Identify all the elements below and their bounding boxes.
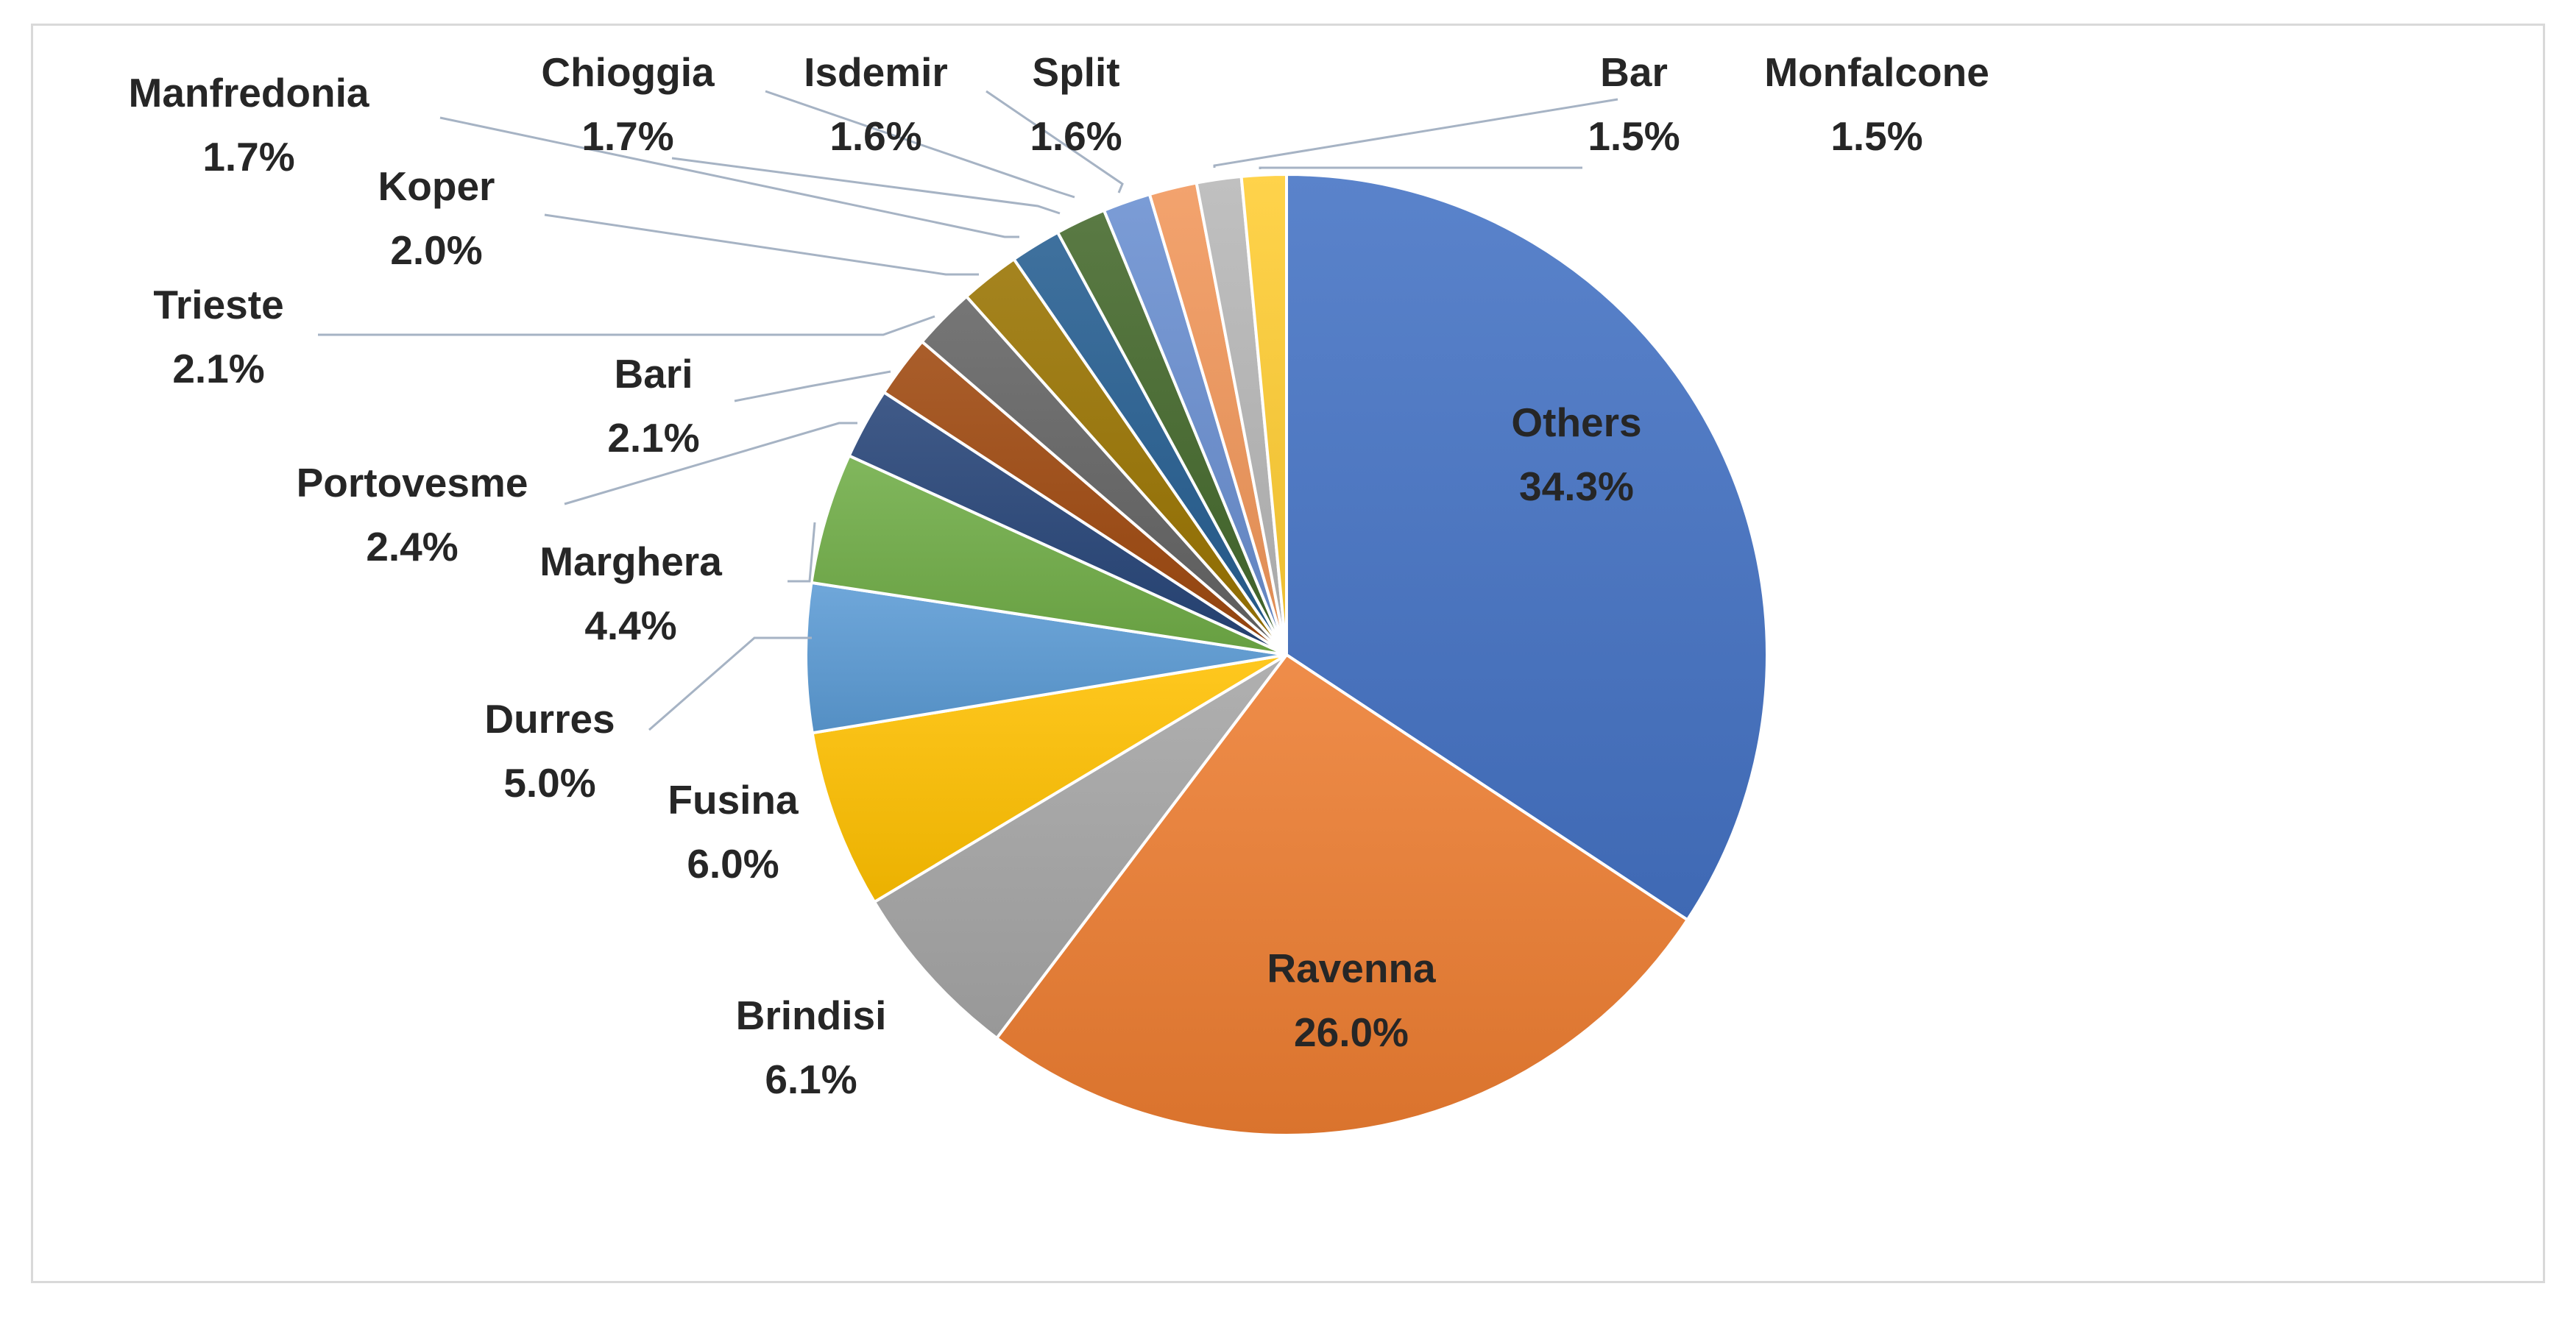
slice-brindisi <box>872 653 1288 1040</box>
leader-line-marghera <box>788 522 816 583</box>
leader-line-koper <box>544 213 979 276</box>
leader-line-isdemir <box>765 90 1075 199</box>
leader-line-portovesme <box>564 422 857 505</box>
slice-label-bari: Bari <box>615 351 693 397</box>
slice-ravenna <box>994 653 1690 1137</box>
leader-line-monfalcone <box>1259 166 1582 169</box>
slice-marghera <box>810 453 1287 656</box>
slice-value-label-durres: 5.0% <box>503 760 595 806</box>
slice-monfalcone <box>1239 172 1288 656</box>
leader-line-trieste <box>318 315 935 336</box>
slice-label-bar: Bar <box>1600 49 1668 95</box>
leader-line-bari <box>734 370 891 402</box>
slice-label-fusina: Fusina <box>668 777 799 823</box>
slice-value-label-split: 1.6% <box>1030 113 1122 159</box>
slice-label-trieste: Trieste <box>153 282 283 327</box>
slice-label-chioggia: Chioggia <box>541 49 715 95</box>
slice-value-label-fusina: 6.0% <box>687 841 779 887</box>
slice-label-marghera: Marghera <box>539 539 722 584</box>
slice-value-label-portovesme: 2.4% <box>366 524 458 569</box>
slice-value-label-bari: 2.1% <box>607 415 699 461</box>
slice-value-label-monfalcone: 1.5% <box>1830 113 1922 159</box>
leader-line-bar <box>1213 98 1618 168</box>
leader-line-durres <box>648 636 812 731</box>
slice-label-isdemir: Isdemir <box>804 49 948 95</box>
slice-label-brindisi: Brindisi <box>736 993 887 1038</box>
slice-label-koper: Koper <box>378 163 495 209</box>
leader-line-manfredonia <box>439 116 1019 238</box>
slice-value-label-chioggia: 1.7% <box>581 113 673 159</box>
leader-line-split <box>986 90 1124 194</box>
slice-value-label-isdemir: 1.6% <box>829 113 921 159</box>
slice-label-portovesme: Portovesme <box>297 460 528 505</box>
slice-value-label-others: 34.3% <box>1519 464 1634 509</box>
leader-line-chioggia <box>671 157 1061 215</box>
slice-value-label-brindisi: 6.1% <box>765 1057 857 1102</box>
slice-value-label-ravenna: 26.0% <box>1294 1009 1409 1055</box>
slice-value-label-marghera: 4.4% <box>584 603 676 648</box>
slice-value-label-koper: 2.0% <box>390 227 482 273</box>
slice-fusina <box>810 653 1288 904</box>
slice-label-ravenna: Ravenna <box>1267 945 1436 991</box>
slice-value-label-bar: 1.5% <box>1588 113 1680 159</box>
slice-value-label-manfredonia: 1.7% <box>202 134 294 180</box>
slice-label-split: Split <box>1032 49 1119 95</box>
slice-label-others: Others <box>1511 400 1641 445</box>
slice-label-monfalcone: Monfalcone <box>1764 49 1989 95</box>
slice-durres <box>804 581 1287 735</box>
slice-value-label-trieste: 2.1% <box>172 346 264 391</box>
slice-label-durres: Durres <box>484 696 615 742</box>
slice-label-manfredonia: Manfredonia <box>129 70 369 116</box>
